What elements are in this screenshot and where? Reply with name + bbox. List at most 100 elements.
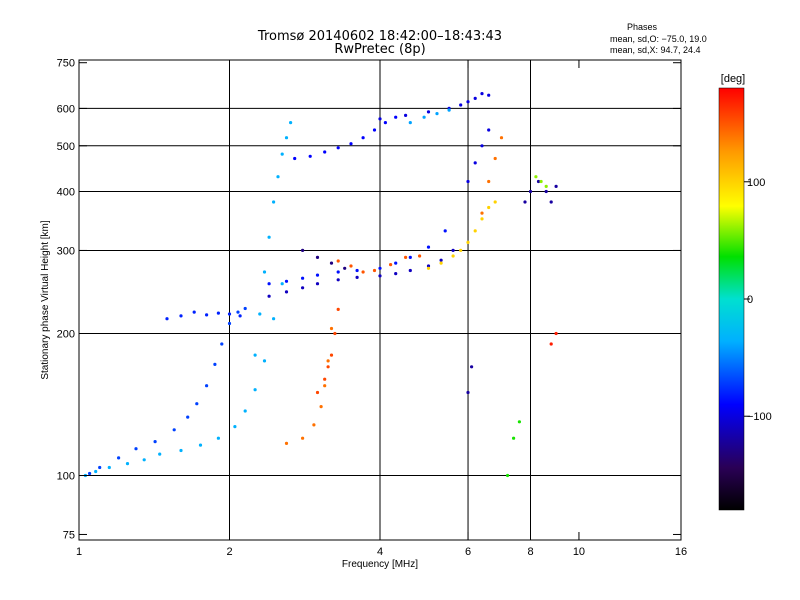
data-point (466, 240, 470, 244)
data-point (301, 248, 305, 252)
data-point (361, 270, 365, 274)
data-point (466, 100, 470, 104)
data-point (336, 146, 340, 150)
data-point (267, 282, 271, 286)
y-tick-label: 200 (57, 329, 75, 341)
data-point (301, 286, 305, 290)
data-point (435, 112, 439, 116)
data-point (394, 261, 398, 265)
data-point (107, 465, 111, 470)
data-point (493, 156, 497, 161)
data-point (544, 189, 548, 194)
data-point (284, 290, 289, 294)
data-point (480, 211, 484, 215)
colorbar-tick-label: 0 (747, 294, 753, 306)
data-point (466, 390, 470, 395)
data-point (487, 179, 491, 184)
data-point (378, 117, 382, 121)
data-point (487, 205, 491, 210)
data-point (443, 229, 447, 233)
data-point (372, 128, 377, 132)
data-point (355, 275, 359, 279)
data-point (554, 331, 558, 336)
data-point (408, 255, 412, 259)
data-point (315, 282, 320, 286)
data-point (272, 200, 276, 204)
data-point (323, 384, 327, 388)
data-point (198, 443, 203, 447)
data-point (493, 200, 497, 204)
data-point (418, 254, 422, 258)
data-point (372, 268, 377, 273)
grid-layer (79, 60, 681, 540)
y-tick-label: 400 (57, 187, 75, 199)
data-point (267, 235, 271, 239)
data-point (319, 405, 323, 409)
colorbar (718, 87, 745, 511)
data-point (378, 266, 382, 270)
data-points (83, 92, 558, 478)
data-point (280, 282, 284, 286)
data-point (179, 448, 183, 453)
data-point (172, 428, 176, 432)
data-point (404, 255, 408, 259)
data-point (179, 314, 183, 318)
chart-title: Tromsø 20140602 18:42:00–18:43:43 (257, 29, 502, 44)
data-point (544, 184, 548, 188)
data-point (536, 179, 541, 184)
data-point (473, 229, 477, 233)
data-point (301, 436, 305, 440)
data-point (459, 103, 463, 107)
data-point (336, 259, 340, 263)
data-point (262, 359, 267, 363)
data-point (98, 465, 102, 470)
data-point (511, 436, 516, 440)
data-point (117, 456, 121, 460)
colorbar-ticks: 100 0 −100 (744, 177, 772, 423)
data-point (284, 441, 289, 445)
data-point (267, 294, 271, 298)
data-point (280, 152, 284, 156)
data-point (487, 93, 491, 97)
data-point (323, 377, 327, 381)
data-point (349, 264, 353, 268)
data-point (523, 200, 527, 204)
data-point (361, 136, 365, 140)
data-point (426, 266, 431, 270)
data-point (253, 388, 257, 392)
x-tick-label: 1 (76, 546, 82, 558)
data-point (549, 200, 553, 204)
data-point (243, 409, 247, 413)
data-point (158, 452, 162, 456)
data-point (480, 217, 484, 221)
data-point (426, 110, 431, 114)
data-point (284, 279, 289, 283)
x-tick-label: 6 (465, 546, 471, 558)
data-point (506, 473, 510, 478)
data-point (326, 359, 330, 363)
data-point (539, 179, 543, 184)
data-point (329, 353, 334, 357)
data-point (315, 390, 320, 395)
data-point (326, 365, 330, 369)
data-point (439, 261, 443, 265)
data-point (473, 96, 477, 100)
stats-title: Phases (627, 22, 658, 32)
data-point (262, 270, 267, 274)
data-point (426, 264, 431, 268)
data-point (315, 255, 320, 259)
data-point (549, 342, 553, 346)
data-point (451, 254, 455, 258)
data-point (276, 175, 280, 179)
colorbar-label: [deg] (721, 73, 745, 85)
data-point (125, 462, 130, 466)
data-point (243, 306, 247, 311)
data-point (238, 314, 242, 318)
data-point (227, 312, 232, 316)
data-point (480, 144, 484, 148)
data-point (336, 278, 340, 282)
data-point (447, 108, 451, 112)
data-point (329, 326, 334, 331)
data-point (153, 440, 157, 444)
data-point (186, 415, 190, 419)
